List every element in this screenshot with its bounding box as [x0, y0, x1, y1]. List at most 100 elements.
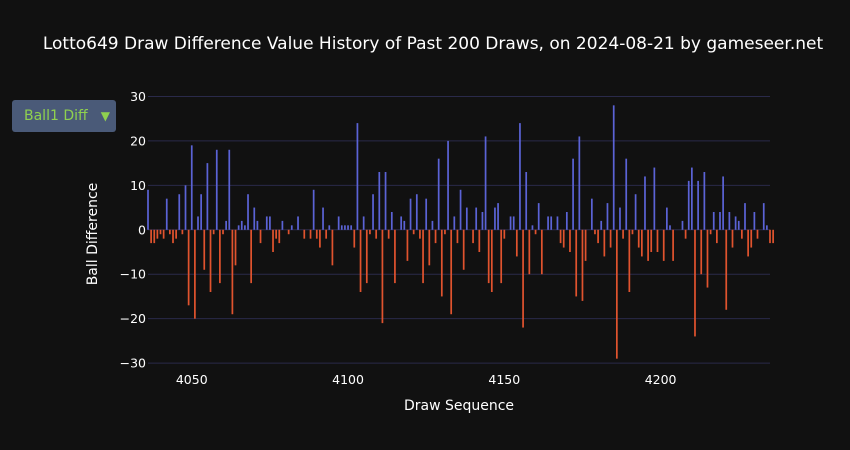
bar: [565, 212, 568, 230]
bar: [350, 225, 353, 230]
bar: [500, 229, 503, 284]
bar: [744, 203, 746, 230]
bar: [669, 225, 671, 230]
bar: [647, 229, 649, 261]
bar: [428, 229, 431, 266]
bar: [328, 225, 331, 230]
bar: [234, 229, 237, 266]
bar: [534, 229, 537, 235]
bar: [403, 220, 406, 230]
bar: [409, 198, 412, 230]
bar: [472, 229, 474, 244]
bar: [665, 207, 668, 230]
bar: [228, 149, 231, 230]
bar: [178, 194, 181, 230]
bar: [540, 229, 543, 275]
y-axis-ticks: −30 −20 −10 0 10 20 30: [120, 89, 146, 371]
bar: [269, 216, 271, 230]
bar: [515, 229, 518, 257]
bar: [437, 158, 440, 230]
bar: [250, 229, 253, 284]
bar: [481, 212, 484, 230]
bar: [162, 229, 165, 239]
bar: [697, 180, 699, 230]
bar: [322, 207, 324, 230]
gridlines: [148, 95, 770, 364]
bar: [159, 229, 162, 235]
bar: [509, 216, 512, 230]
bar: [772, 229, 774, 244]
x-axis-ticks: 4050 4100 4150 4200: [176, 372, 677, 387]
bar: [684, 229, 687, 239]
bar: [353, 229, 356, 248]
bar: [281, 220, 284, 230]
bar: [187, 229, 190, 306]
bar: [378, 172, 381, 230]
bar: [597, 229, 599, 244]
bar: [475, 207, 478, 230]
bar: [528, 229, 531, 275]
bar: [256, 220, 259, 230]
bar: [484, 136, 487, 230]
bar: [206, 163, 209, 230]
bar: [297, 216, 299, 230]
bar: [769, 229, 771, 244]
bar: [662, 229, 665, 261]
bar: [550, 216, 553, 230]
bar: [762, 203, 765, 230]
bar: [209, 229, 212, 292]
bar: [741, 229, 743, 239]
x-tick-label: 4200: [645, 372, 677, 387]
bar: [400, 216, 403, 230]
bar: [181, 229, 184, 235]
bar: [272, 229, 274, 252]
bar: [615, 229, 618, 359]
bar: [600, 220, 603, 230]
bar: [478, 229, 481, 252]
bar: [362, 216, 365, 230]
bar: [265, 216, 268, 230]
bar: [431, 220, 434, 230]
bar: [622, 229, 624, 239]
bar: [359, 229, 362, 292]
bar: [503, 229, 506, 239]
bar: [169, 229, 171, 235]
x-tick-label: 4150: [488, 372, 520, 387]
bar: [531, 225, 534, 230]
bar: [222, 229, 224, 235]
bar: [522, 229, 524, 328]
bar: [165, 198, 168, 230]
bar: [365, 229, 368, 284]
bar: [447, 140, 449, 230]
bar: [231, 229, 234, 315]
series-select-dropdown[interactable]: Ball1 Diff ▼: [12, 100, 116, 132]
bar: [590, 198, 593, 230]
bar: [434, 229, 437, 244]
bar: [700, 229, 703, 275]
bar: [419, 229, 421, 239]
bar: [537, 203, 540, 230]
bar: [547, 216, 549, 230]
bar: [625, 158, 628, 230]
bar: [766, 225, 768, 230]
bar: [606, 203, 609, 230]
bar: [753, 212, 756, 230]
y-tick-label: 30: [130, 89, 146, 104]
bar: [450, 229, 453, 315]
bar: [694, 229, 696, 337]
x-tick-label: 4050: [176, 372, 208, 387]
bar: [734, 216, 737, 230]
bar: [494, 207, 496, 230]
bar: [569, 229, 571, 252]
bar: [200, 194, 202, 230]
bar: [603, 229, 606, 257]
bar: [147, 189, 149, 230]
bar: [394, 229, 396, 284]
bar: [406, 229, 409, 261]
bar: [706, 229, 709, 288]
bar: [559, 229, 562, 244]
bar: [722, 176, 724, 230]
bar: [172, 229, 174, 244]
bar: [303, 229, 306, 239]
